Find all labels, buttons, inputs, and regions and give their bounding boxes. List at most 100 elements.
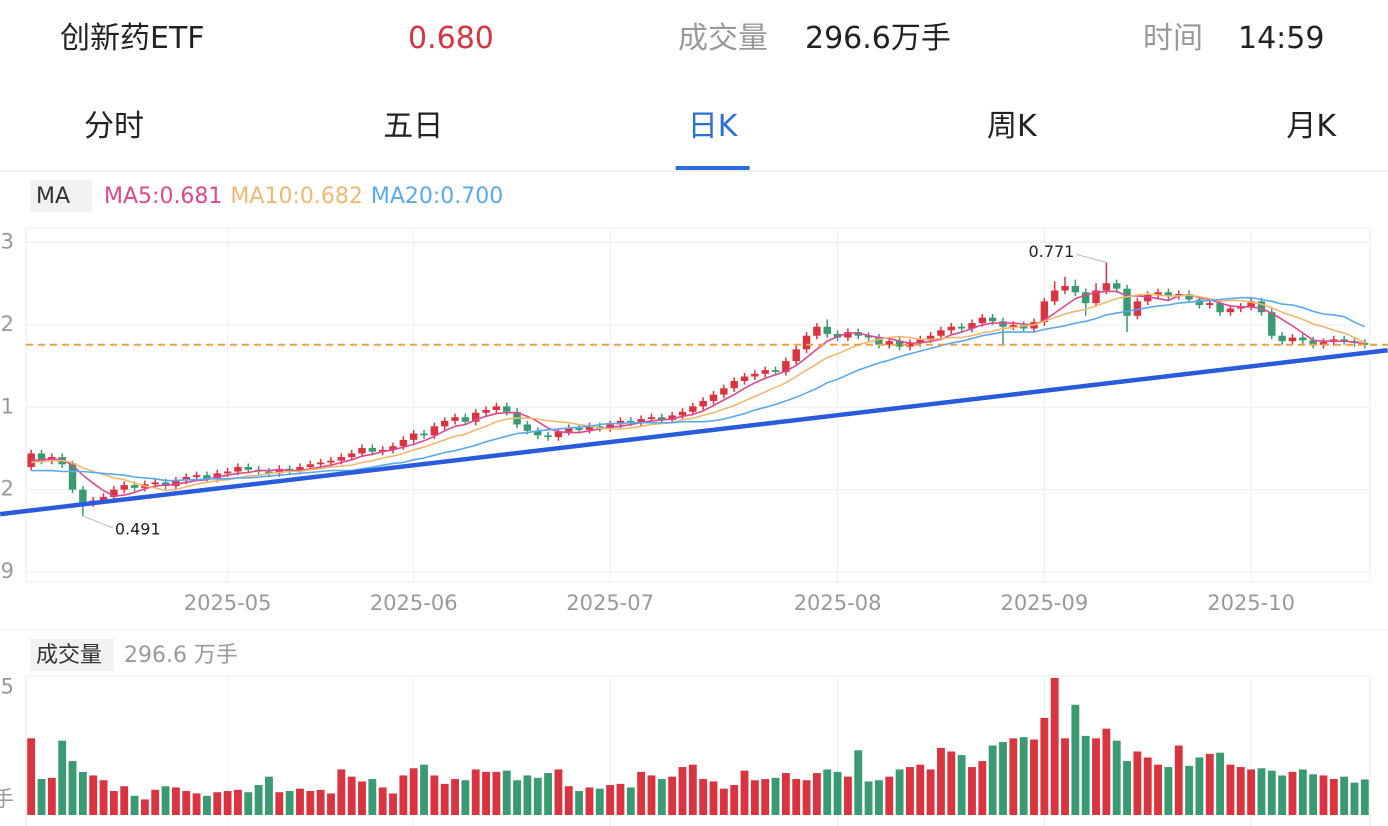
candle-body	[523, 424, 532, 431]
candle-body	[37, 453, 46, 461]
volume-bar	[99, 780, 108, 815]
candle-body	[616, 420, 625, 425]
volume-bar	[1102, 728, 1111, 815]
volume-bar	[316, 789, 325, 815]
volume-bar	[854, 750, 863, 815]
volume-bar	[719, 788, 728, 815]
candle-body	[647, 417, 656, 420]
candle-body	[999, 321, 1007, 327]
volume-bar	[140, 799, 149, 815]
candle-body	[730, 381, 738, 389]
volume-bar	[1350, 782, 1359, 815]
volume-bar	[213, 792, 222, 815]
volume-bar	[1061, 738, 1069, 815]
candle-body	[606, 424, 614, 429]
volume-bar	[347, 776, 356, 815]
y-tick-label: 0.702	[0, 312, 14, 336]
y-tick-label: 0.611	[0, 394, 14, 418]
volume-bar	[864, 781, 873, 815]
tab[interactable]: 分时	[84, 109, 144, 144]
volume-bar	[595, 788, 604, 815]
legend-entry: MA5:0.681	[104, 184, 222, 209]
volume-bar	[978, 761, 987, 815]
candle-body	[1247, 301, 1255, 307]
volume-bar	[647, 775, 656, 815]
volume-bar	[1309, 774, 1318, 815]
candle-body	[585, 426, 594, 430]
candle-body	[1257, 301, 1266, 313]
candle-body	[223, 471, 232, 474]
candle-body	[1144, 294, 1152, 302]
volume-bar	[1319, 775, 1328, 815]
volume-legend-name: 成交量	[36, 643, 102, 668]
volume-bar	[244, 792, 253, 815]
candle-body	[1288, 337, 1297, 342]
volume-bar	[637, 771, 646, 815]
candle-body	[1081, 292, 1090, 304]
candle-body	[926, 335, 935, 340]
volume-bar	[358, 781, 366, 815]
tab[interactable]: 五日	[383, 109, 444, 144]
candle-body	[833, 333, 842, 338]
volume-bar	[1019, 737, 1028, 815]
candle-body	[130, 485, 139, 488]
volume-bar	[409, 768, 418, 815]
volume-bar	[585, 787, 594, 815]
volume-bar	[657, 779, 666, 815]
volume-bar	[368, 779, 377, 815]
volume-value: 296.6万手	[805, 21, 951, 56]
ma-line	[31, 290, 1365, 497]
candle-body	[1185, 294, 1193, 300]
candle-body	[668, 415, 676, 420]
candle-body	[565, 428, 573, 432]
volume-bar	[1298, 769, 1307, 815]
volume-bar	[68, 761, 77, 815]
legend-entry: MA10:0.682	[230, 184, 362, 209]
candle-body	[720, 388, 728, 395]
volume-bar	[812, 773, 821, 815]
y-tick-label: 0.52	[0, 477, 14, 501]
candle-body	[1050, 290, 1059, 302]
candle-body	[823, 326, 831, 334]
volume-bar	[1226, 764, 1235, 815]
volume-bar	[461, 780, 470, 815]
candle-body	[234, 467, 242, 472]
volume-bar	[1278, 775, 1287, 815]
candle-body	[978, 317, 987, 324]
tab[interactable]: 月K	[1286, 109, 1337, 144]
volume-bar	[151, 789, 160, 815]
volume-bar	[420, 764, 428, 815]
volume-bar	[89, 775, 98, 815]
candle-body	[1040, 301, 1049, 323]
time-label: 时间	[1143, 21, 1203, 56]
tab[interactable]: 周K	[987, 109, 1037, 144]
candle-body	[1164, 292, 1173, 296]
candle-body	[451, 417, 459, 421]
volume-bar	[1123, 761, 1131, 815]
candle-body	[1061, 285, 1069, 291]
volume-bar	[895, 769, 904, 815]
candle-body	[296, 467, 304, 471]
candle-body	[689, 406, 697, 412]
volume-bar	[378, 787, 387, 815]
volume-bar	[616, 783, 625, 815]
volume-bar	[1257, 768, 1266, 815]
candle-body	[244, 467, 252, 470]
volume-bar	[937, 747, 945, 815]
candle-body	[544, 435, 552, 438]
candle-body	[68, 464, 77, 490]
candle-body	[792, 349, 800, 362]
candle-body	[947, 326, 956, 331]
candle-body	[575, 428, 583, 430]
candle-body	[1319, 342, 1328, 345]
volume-bar	[1071, 704, 1080, 815]
volume-bar	[202, 795, 211, 815]
volume-bar	[730, 785, 739, 815]
candle-body	[265, 471, 273, 474]
price: 0.680	[408, 21, 494, 56]
volume-bar	[1112, 740, 1121, 815]
tab[interactable]: 日K	[687, 109, 738, 144]
candle-body	[285, 468, 294, 471]
candle-body	[368, 448, 377, 452]
